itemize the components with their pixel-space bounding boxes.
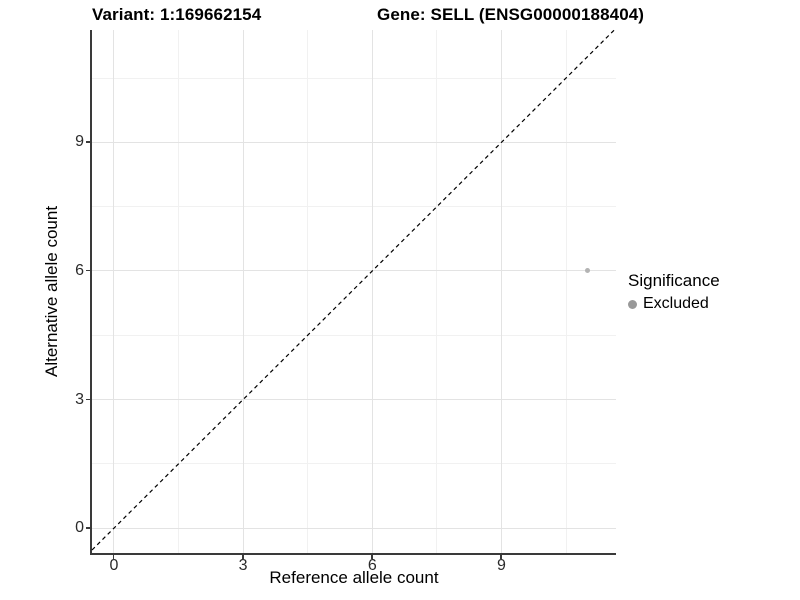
x-tick-label: 6 <box>367 557 377 574</box>
x-axis-line <box>90 553 616 555</box>
grid-major-y <box>92 527 616 529</box>
grid-minor-y <box>92 77 616 79</box>
grid-minor-x <box>307 30 309 553</box>
grid-major-y <box>92 270 616 272</box>
x-tick-label: 0 <box>109 557 119 574</box>
grid-minor-x <box>436 30 438 553</box>
x-tick-label: 9 <box>497 557 506 574</box>
legend: Significance Excluded <box>628 271 720 313</box>
y-tick <box>86 398 90 401</box>
x-tick-label: 3 <box>238 557 248 574</box>
identity-line <box>91 29 615 551</box>
grid-minor-y <box>92 463 616 465</box>
y-axis-title: Alternative allele count <box>42 205 61 378</box>
grid-major-x <box>500 30 502 553</box>
grid-major-x <box>242 30 244 553</box>
grid-minor-x <box>565 30 567 553</box>
x-tick <box>242 555 244 559</box>
legend-item-excluded: Excluded <box>628 295 720 313</box>
grid-major-x <box>371 30 373 553</box>
x-tick <box>500 555 502 559</box>
y-tick <box>86 527 90 529</box>
x-axis-title: Reference allele count <box>269 568 439 587</box>
y-tick <box>86 141 90 143</box>
grid-major-y <box>92 399 616 401</box>
data-point <box>585 268 591 274</box>
plot-title-variant: Variant: 1:169662154 <box>92 5 262 24</box>
grid-major-y <box>92 141 616 143</box>
grid-minor-y <box>92 334 616 336</box>
grid-minor-y <box>92 206 616 208</box>
y-tick <box>86 269 90 272</box>
legend-title: Significance <box>628 271 720 290</box>
y-tick-label: 3 <box>75 390 84 408</box>
y-tick-label: 9 <box>75 133 84 151</box>
y-tick-label: 0 <box>75 519 84 537</box>
plot-title-gene: Gene: SELL (ENSG00000188404) <box>377 5 645 24</box>
grid-major-x <box>113 30 115 553</box>
legend-item-label: Excluded <box>643 295 709 312</box>
x-tick <box>112 555 115 559</box>
y-tick-label: 6 <box>75 261 84 279</box>
grid-minor-x <box>178 30 180 553</box>
x-tick <box>371 555 373 559</box>
y-axis-line <box>90 30 92 555</box>
excluded-marker-icon <box>628 299 637 309</box>
